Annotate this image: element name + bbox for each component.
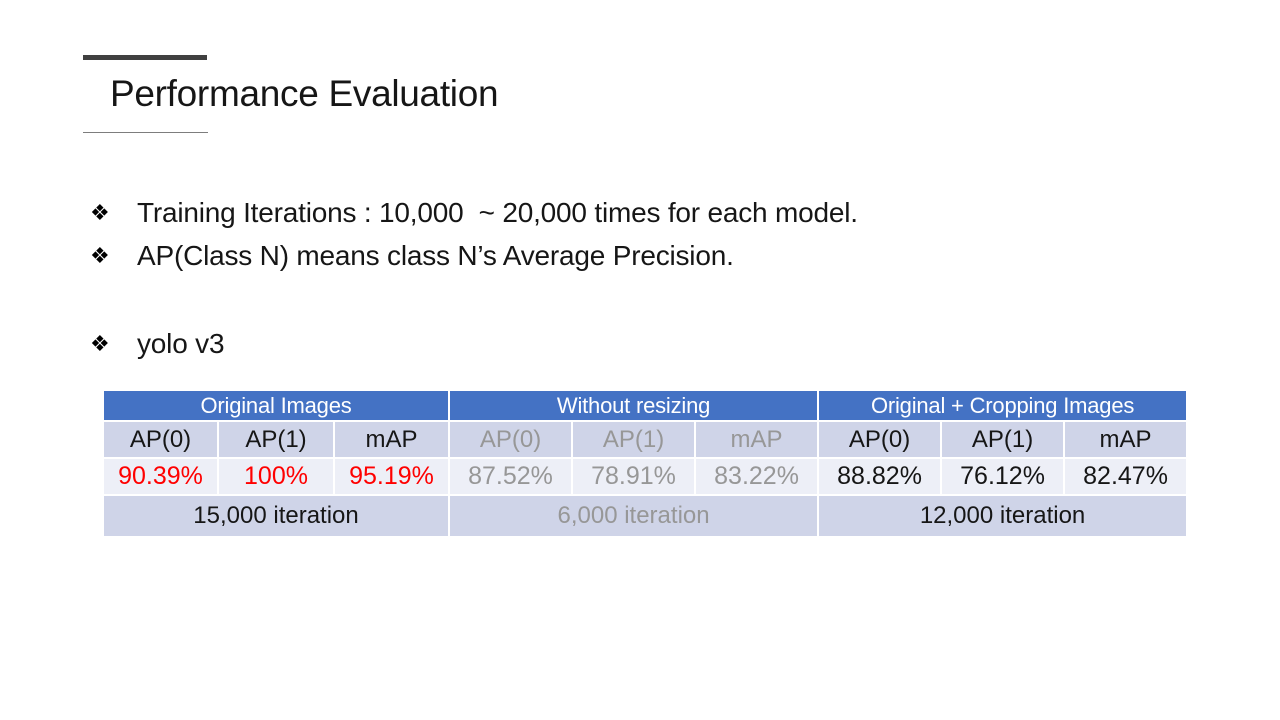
col-header-cell: AP(0) <box>817 420 943 459</box>
col-header-cell: AP(1) <box>217 420 335 459</box>
value-cell: 90.39% <box>102 457 219 496</box>
bullet-text: AP(Class N) means class N’s Average Prec… <box>137 239 734 271</box>
group-header-cell-original-images: Original Images <box>101 389 451 422</box>
diamond-bullet-icon: ❖ <box>90 330 110 356</box>
col-header-cell: AP(0) <box>448 420 574 459</box>
bullet-list: ❖ Training Iterations : 10,000 ~ 20,000 … <box>90 191 858 365</box>
col-header-cell: AP(1) <box>940 420 1066 459</box>
iteration-cell: 6,000 iteration <box>448 494 820 538</box>
bullet-item-ap-definition: ❖ AP(Class N) means class N’s Average Pr… <box>90 234 858 277</box>
diamond-bullet-icon: ❖ <box>90 242 110 268</box>
value-cell: 78.91% <box>571 457 697 496</box>
bullet-item-training-iterations: ❖ Training Iterations : 10,000 ~ 20,000 … <box>90 191 858 234</box>
value-cell: 82.47% <box>1063 457 1189 496</box>
table-iteration-row: 15,000 iteration 6,000 iteration 12,000 … <box>101 494 1189 538</box>
bullet-text: yolo v3 <box>137 327 225 359</box>
bullet-item-yolo-v3: ❖ yolo v3 <box>90 322 858 365</box>
iteration-cell: 12,000 iteration <box>817 494 1189 538</box>
value-cell: 83.22% <box>694 457 820 496</box>
col-header-cell: mAP <box>694 420 820 459</box>
bullet-text: Training Iterations : 10,000 ~ 20,000 ti… <box>137 196 858 228</box>
col-header-cell: mAP <box>332 420 451 459</box>
value-cell: 88.82% <box>817 457 943 496</box>
table-group-header-row: Original Images Without resizing Origina… <box>101 389 1189 422</box>
col-header-cell: AP(0) <box>102 420 219 459</box>
value-cell: 100% <box>217 457 335 496</box>
value-cell: 87.52% <box>448 457 574 496</box>
table-values-row: 90.39% 100% 95.19% 87.52% 78.91% 83.22% … <box>102 457 1189 496</box>
table-column-header-row: AP(0) AP(1) mAP AP(0) AP(1) mAP AP(0) AP… <box>102 420 1189 459</box>
group-header-cell-original-cropping: Original + Cropping Images <box>817 389 1189 422</box>
value-cell: 95.19% <box>332 457 451 496</box>
group-header-cell-without-resizing: Without resizing <box>448 389 820 422</box>
col-header-cell: AP(1) <box>571 420 697 459</box>
col-header-cell: mAP <box>1063 420 1189 459</box>
page-title: Performance Evaluation <box>110 73 499 114</box>
iteration-cell: 15,000 iteration <box>101 494 451 538</box>
title-accent-line <box>83 55 207 60</box>
diamond-bullet-icon: ❖ <box>90 199 110 225</box>
title-underline <box>83 132 208 133</box>
results-table: Original Images Without resizing Origina… <box>101 389 1189 538</box>
value-cell: 76.12% <box>940 457 1066 496</box>
